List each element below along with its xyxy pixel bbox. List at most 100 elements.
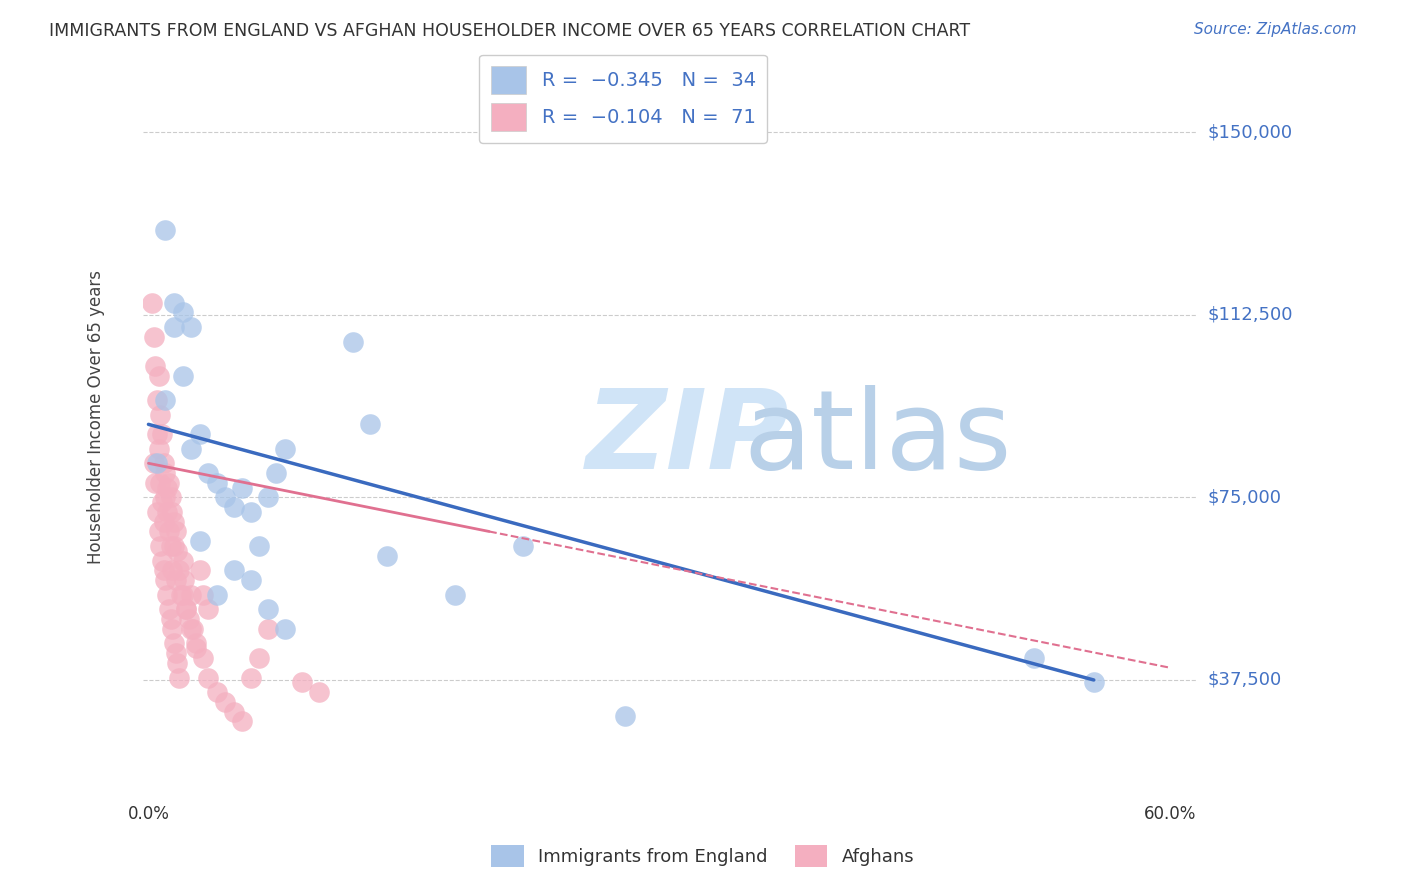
Point <box>188 427 211 442</box>
Text: IMMIGRANTS FROM ENGLAND VS AFGHAN HOUSEHOLDER INCOME OVER 65 YEARS CORRELATION C: IMMIGRANTS FROM ENGLAND VS AFGHAN HOUSEH… <box>49 22 970 40</box>
Point <box>157 602 180 616</box>
Text: 60.0%: 60.0% <box>1144 805 1197 823</box>
Point <box>174 602 197 616</box>
Point <box>152 456 174 470</box>
Point <box>163 515 186 529</box>
Point <box>181 622 204 636</box>
Point <box>155 573 177 587</box>
Text: $75,000: $75,000 <box>1208 489 1281 507</box>
Point <box>180 588 202 602</box>
Point <box>165 573 187 587</box>
Point <box>239 573 262 587</box>
Point <box>150 427 173 442</box>
Point <box>155 222 177 236</box>
Point <box>614 709 637 723</box>
Point <box>156 481 179 495</box>
Point <box>247 651 270 665</box>
Text: 0.0%: 0.0% <box>128 805 169 823</box>
Point <box>146 392 169 407</box>
Point <box>141 295 163 310</box>
Point <box>191 588 214 602</box>
Point <box>166 656 188 670</box>
Point <box>1083 675 1105 690</box>
Point <box>184 636 207 650</box>
Point <box>188 534 211 549</box>
Point <box>512 539 534 553</box>
Point <box>159 612 181 626</box>
Point <box>1024 651 1046 665</box>
Point <box>184 641 207 656</box>
Point <box>291 675 314 690</box>
Point <box>149 539 172 553</box>
Point <box>180 320 202 334</box>
Point <box>172 368 194 383</box>
Point <box>148 442 170 456</box>
Point <box>231 714 253 729</box>
Point <box>197 602 219 616</box>
Point <box>205 475 228 490</box>
Point <box>222 563 245 577</box>
Point <box>156 505 179 519</box>
Point <box>149 408 172 422</box>
Point <box>142 329 165 343</box>
Point <box>166 544 188 558</box>
Point <box>444 588 467 602</box>
Text: ZIP: ZIP <box>585 385 789 492</box>
Point <box>173 573 195 587</box>
Point <box>155 491 177 505</box>
Point <box>162 563 184 577</box>
Point <box>191 651 214 665</box>
Legend: Immigrants from England, Afghans: Immigrants from England, Afghans <box>484 838 922 874</box>
Point <box>308 685 330 699</box>
Point <box>222 705 245 719</box>
Point <box>167 671 190 685</box>
Text: $37,500: $37,500 <box>1208 671 1281 689</box>
Point <box>146 427 169 442</box>
Point <box>150 554 173 568</box>
Point <box>148 524 170 539</box>
Point <box>156 588 179 602</box>
Point <box>264 466 287 480</box>
Legend: R =  −0.345   N =  34, R =  −0.104   N =  71: R = −0.345 N = 34, R = −0.104 N = 71 <box>479 54 768 143</box>
Point <box>197 671 219 685</box>
Point <box>150 495 173 509</box>
Point <box>205 588 228 602</box>
Point <box>222 500 245 515</box>
Point <box>214 695 236 709</box>
Point <box>163 320 186 334</box>
Point <box>143 359 166 373</box>
Point <box>256 622 278 636</box>
Point <box>205 685 228 699</box>
Point <box>197 466 219 480</box>
Point <box>170 588 193 602</box>
Point <box>179 612 201 626</box>
Point <box>256 491 278 505</box>
Text: Source: ZipAtlas.com: Source: ZipAtlas.com <box>1194 22 1357 37</box>
Point <box>159 491 181 505</box>
Point <box>142 456 165 470</box>
Point <box>157 475 180 490</box>
Point <box>163 539 186 553</box>
Point <box>174 602 197 616</box>
Point <box>162 505 184 519</box>
Point <box>155 392 177 407</box>
Point <box>256 602 278 616</box>
Point <box>157 524 180 539</box>
Point <box>239 505 262 519</box>
Point <box>167 563 190 577</box>
Point <box>172 305 194 319</box>
Point <box>162 622 184 636</box>
Point <box>148 368 170 383</box>
Point <box>172 588 194 602</box>
Point <box>247 539 270 553</box>
Point <box>152 563 174 577</box>
Point <box>359 417 381 432</box>
Point <box>231 481 253 495</box>
Point <box>188 563 211 577</box>
Point <box>375 549 398 563</box>
Point <box>180 622 202 636</box>
Point <box>146 505 169 519</box>
Point <box>159 539 181 553</box>
Text: Householder Income Over 65 years: Householder Income Over 65 years <box>87 270 105 564</box>
Text: atlas: atlas <box>744 385 1012 492</box>
